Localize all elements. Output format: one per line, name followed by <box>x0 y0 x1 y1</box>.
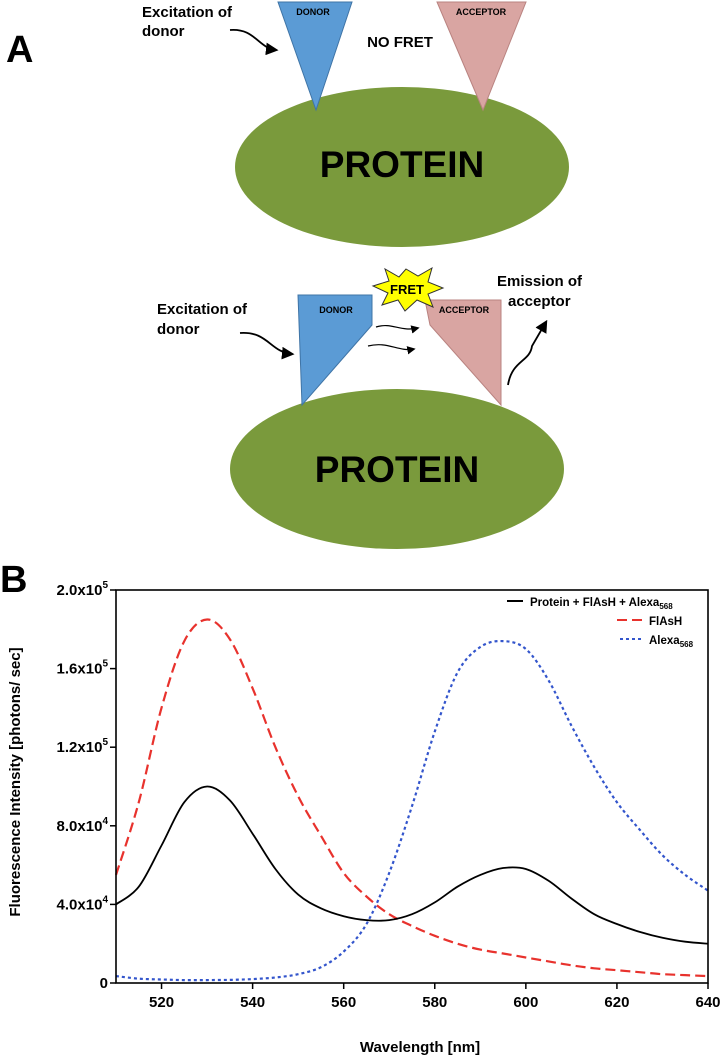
acceptor-triangle-top <box>436 1 527 112</box>
fret-diagram: PROTEIN DONOR ACCEPTOR FRET Excitation o… <box>157 266 583 549</box>
protein-label-top: PROTEIN <box>320 144 484 185</box>
x-tick-label: 580 <box>422 994 447 1011</box>
series-line-3 <box>115 639 709 982</box>
x-tick-label: 520 <box>149 994 174 1011</box>
protein-ellipse-top <box>235 87 569 247</box>
excitation-arrow-bottom <box>239 332 295 360</box>
x-tick-label: 560 <box>331 994 356 1011</box>
legend-label: Alexa568 <box>649 635 694 649</box>
excitation-arrow-top <box>229 29 279 56</box>
no-fret-diagram: PROTEIN DONOR ACCEPTOR NO FRET Excitatio… <box>142 1 569 247</box>
emission-spectra-chart: 0 4.0x104 8.0x104 1.2x105 1.6x105 2.0x105 520… <box>7 580 721 1056</box>
y-tick-label: 2.0x105 <box>57 580 109 599</box>
donor-triangle-top <box>277 1 353 112</box>
series-lines <box>114 618 709 982</box>
x-tick-label: 620 <box>604 994 629 1011</box>
acceptor-label-bottom: ACCEPTOR <box>439 305 490 315</box>
acceptor-shape-bottom <box>424 299 502 407</box>
emission-arrow <box>507 319 548 386</box>
x-tick-label: 600 <box>513 994 538 1011</box>
legend-label: Protein + FlAsH + Alexa568 <box>530 597 673 611</box>
energy-transfer-arrow-2 <box>367 344 416 355</box>
panel-a-label: A <box>6 29 33 71</box>
fret-burst-label: FRET <box>390 282 424 297</box>
emission-label-line2: acceptor <box>508 293 571 310</box>
y-tick-label: 1.6x105 <box>57 659 109 678</box>
x-axis-ticks: 520 540 560 580 600 620 640 <box>149 983 721 1011</box>
panel-a: A PROTEIN DONOR ACCEPTOR NO FRET Excitat… <box>6 1 583 549</box>
acceptor-label-top: ACCEPTOR <box>456 7 507 17</box>
y-axis-ticks: 0 4.0x104 8.0x104 1.2x105 1.6x105 2.0x105 <box>57 580 116 992</box>
emission-label-line1: Emission of <box>497 273 583 290</box>
series-line-2 <box>114 618 709 978</box>
excitation-label-bottom-line1: Excitation of <box>157 301 248 318</box>
y-axis-title: Fluorescence Intensity [photons/ sec] <box>7 647 24 916</box>
excitation-label-top-line1: Excitation of <box>142 4 233 21</box>
x-tick-label: 540 <box>240 994 265 1011</box>
energy-transfer-arrow-1 <box>375 325 420 334</box>
x-axis-title: Wavelength [nm] <box>360 1039 480 1056</box>
y-tick-label: 4.0x104 <box>57 894 109 913</box>
panel-b-label: B <box>0 559 27 601</box>
protein-ellipse-bottom <box>230 389 564 549</box>
plot-frame <box>115 589 709 984</box>
legend: Protein + FlAsH + Alexa568 FlAsH Alexa568 <box>507 597 694 649</box>
donor-label-top: DONOR <box>296 7 330 17</box>
no-fret-label: NO FRET <box>367 34 433 51</box>
excitation-label-bottom-line2: donor <box>157 321 200 338</box>
x-tick-label: 640 <box>695 994 720 1011</box>
donor-label-bottom: DONOR <box>319 305 353 315</box>
legend-label: FlAsH <box>649 616 682 628</box>
y-tick-label: 0 <box>100 975 108 992</box>
panel-b: B 0 4.0x104 8.0x104 1.2x105 1.6x105 2.0x105 5… <box>0 559 721 1056</box>
y-tick-label: 8.0x104 <box>57 816 109 835</box>
series-line-1 <box>115 785 709 945</box>
y-tick-label: 1.2x105 <box>57 737 109 756</box>
excitation-label-top-line2: donor <box>142 23 185 40</box>
donor-shape-bottom <box>297 294 373 407</box>
protein-label-bottom: PROTEIN <box>315 449 479 490</box>
fret-burst <box>371 266 445 312</box>
